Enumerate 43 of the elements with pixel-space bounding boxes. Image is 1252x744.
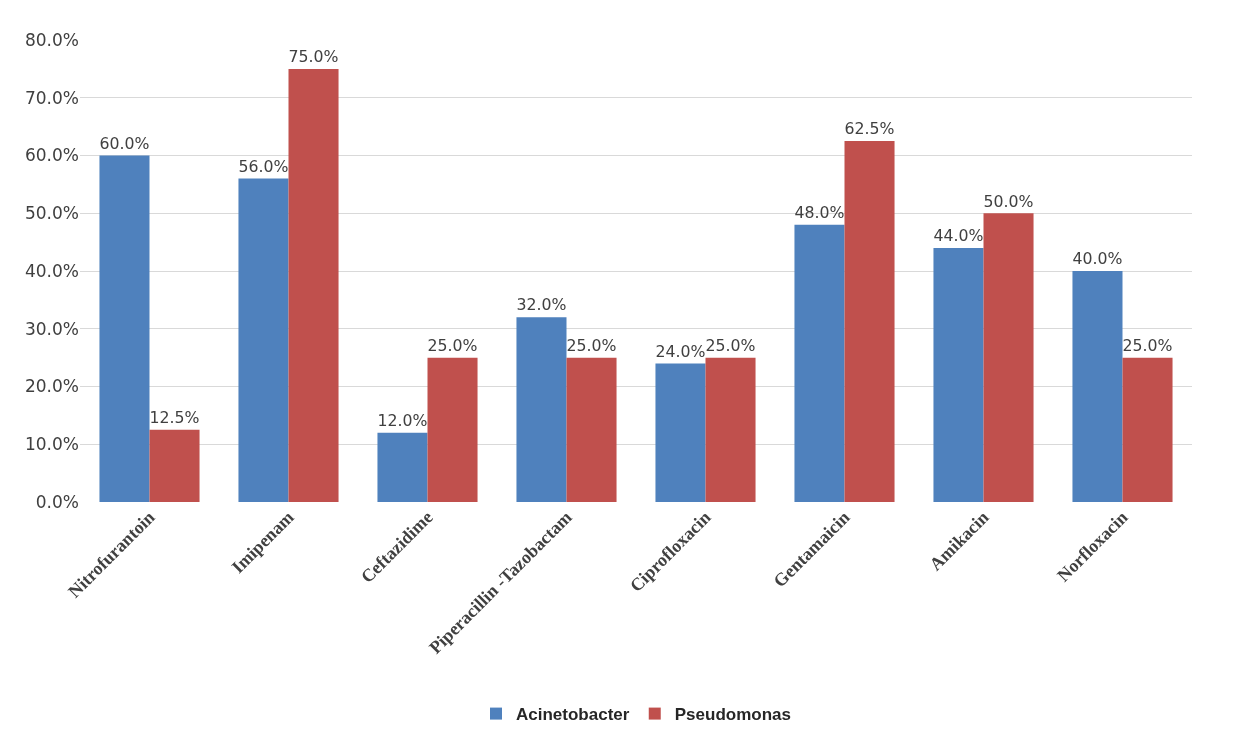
bar (516, 317, 567, 502)
data-label: 60.0% (99, 133, 150, 153)
data-label: 75.0% (288, 47, 339, 67)
bar (794, 224, 845, 502)
y-tick-label: 30.0% (24, 318, 79, 339)
bar (933, 247, 984, 502)
bar (149, 429, 200, 502)
y-tick-label: 60.0% (24, 145, 79, 166)
legend-label: Pseudomonas (674, 705, 791, 725)
data-label: 12.5% (149, 408, 200, 428)
y-tick-label: 70.0% (24, 87, 79, 108)
bar (1122, 357, 1173, 502)
bar (844, 141, 895, 502)
bar (427, 357, 478, 502)
data-label: 44.0% (933, 226, 984, 246)
bar (983, 213, 1034, 502)
data-label: 62.5% (844, 119, 895, 139)
bar (377, 432, 428, 502)
data-label: 24.0% (655, 341, 706, 361)
bar (238, 178, 289, 502)
bar (288, 68, 339, 502)
data-label: 40.0% (1072, 249, 1123, 269)
data-label: 50.0% (983, 191, 1034, 211)
data-label: 12.0% (377, 410, 428, 430)
bar (1072, 271, 1123, 502)
data-label: 25.0% (1122, 335, 1173, 355)
y-tick-label: 80.0% (24, 29, 79, 50)
bar (655, 363, 706, 502)
data-label: 25.0% (566, 335, 617, 355)
y-tick-label: 20.0% (24, 376, 79, 397)
data-label: 32.0% (516, 295, 567, 315)
legend-label: Acinetobacter (516, 705, 630, 725)
y-tick-label: 0.0% (35, 491, 79, 512)
bar (705, 357, 756, 502)
data-label: 25.0% (427, 335, 478, 355)
data-label: 56.0% (238, 156, 289, 176)
data-label: 25.0% (705, 335, 756, 355)
bar (566, 357, 617, 502)
y-tick-label: 10.0% (24, 434, 79, 455)
bar (99, 155, 150, 502)
y-tick-label: 50.0% (24, 203, 79, 224)
data-label: 48.0% (794, 203, 845, 223)
y-tick-label: 40.0% (24, 260, 79, 281)
